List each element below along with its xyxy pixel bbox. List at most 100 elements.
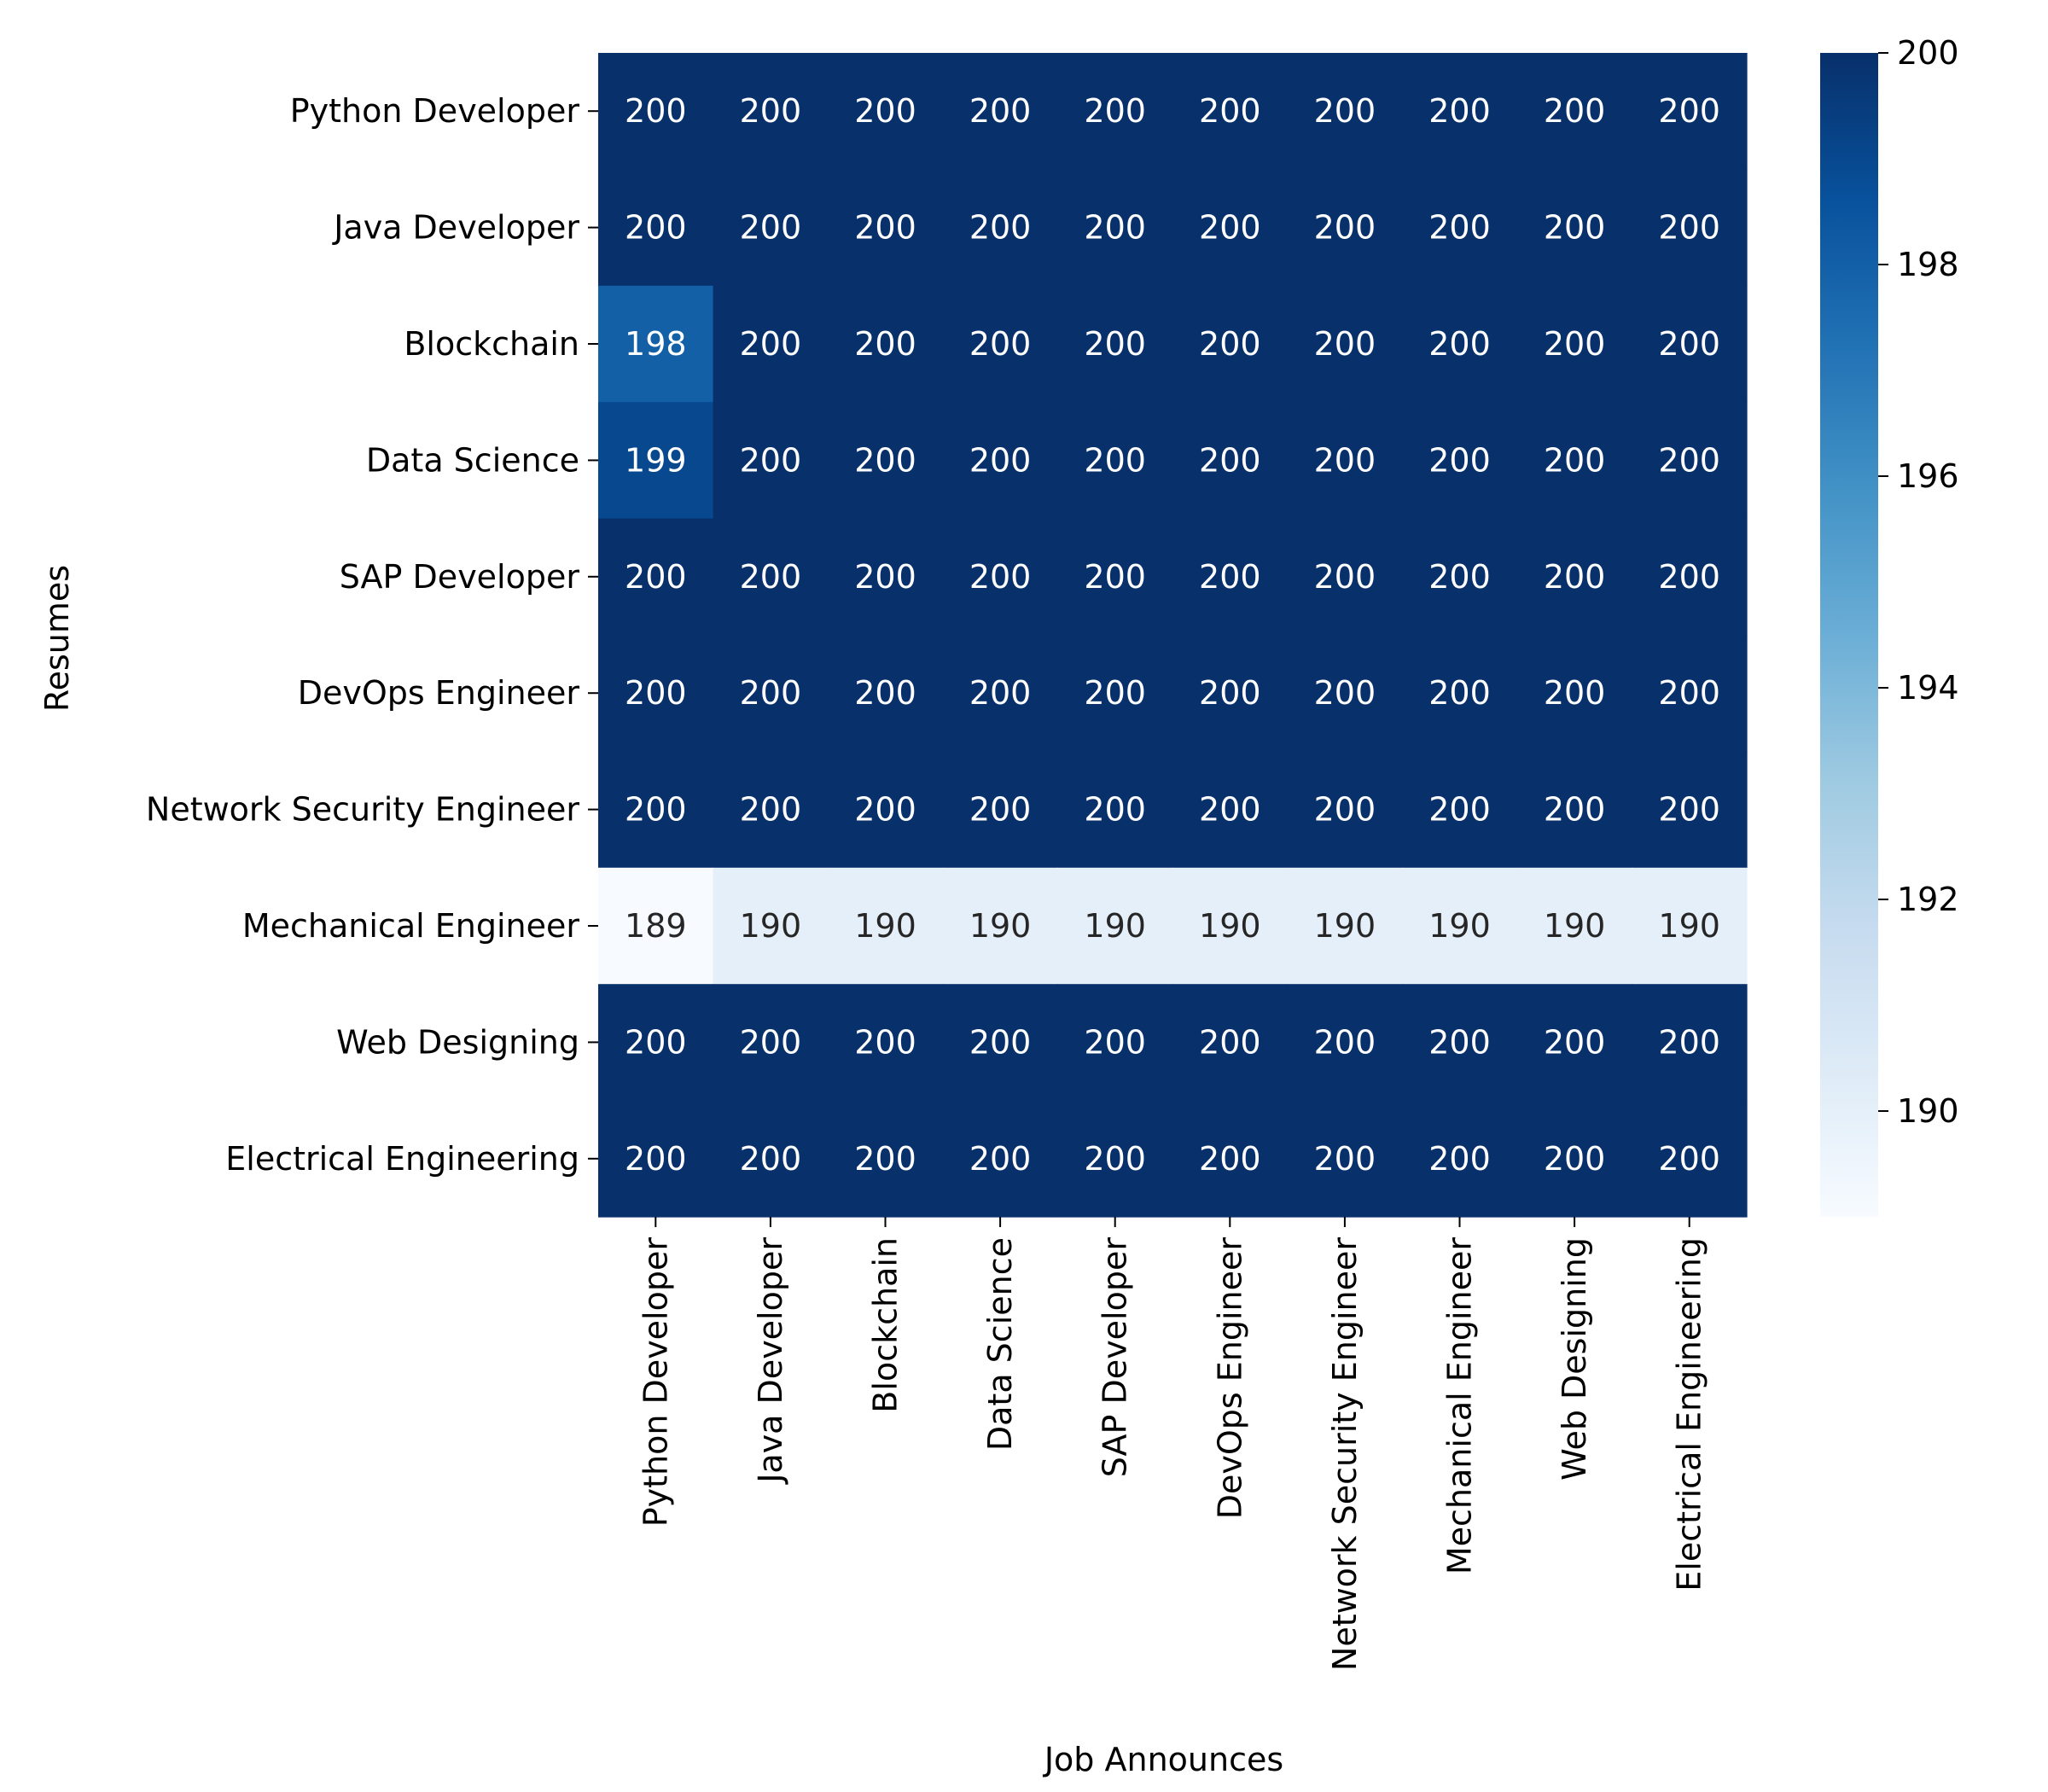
- cell-value-label: 200: [625, 1140, 687, 1178]
- heatmap-cell: [713, 518, 829, 636]
- cell-value-label: 200: [740, 325, 802, 363]
- heatmap-cell: [1402, 867, 1518, 985]
- cell-value-label: 200: [1084, 558, 1146, 596]
- cell-value-label: 200: [1544, 1140, 1606, 1178]
- cell-value-label: 200: [740, 441, 802, 479]
- x-tick-label: Java Developer: [752, 1237, 789, 1485]
- cell-value-label: 200: [740, 1023, 802, 1061]
- cell-value-label: 200: [1084, 209, 1146, 247]
- cell-value-label: 200: [1084, 1023, 1146, 1061]
- cell-value-label: 200: [1199, 325, 1261, 363]
- heatmap-cell: [1402, 751, 1518, 869]
- heatmap-cell: [1057, 402, 1173, 520]
- cell-value-label: 200: [1314, 558, 1376, 596]
- heatmap-cell: [828, 867, 944, 985]
- cell-value-label: 200: [625, 1023, 687, 1061]
- cell-value-label: 200: [1084, 441, 1146, 479]
- cell-value-label: 200: [1658, 209, 1720, 247]
- cell-value-label: 200: [740, 209, 802, 247]
- heatmap-cell: [942, 751, 1058, 869]
- cell-value-label: 200: [854, 558, 916, 596]
- y-tick-label: Data Science: [366, 441, 579, 479]
- heatmap-cell: [1402, 53, 1518, 170]
- heatmap-cell: [713, 53, 829, 170]
- heatmap-cell: [1287, 751, 1403, 869]
- heatmap-cell: [942, 285, 1058, 403]
- cell-value-label: 200: [969, 325, 1032, 363]
- cell-value-label: 200: [740, 558, 802, 596]
- cell-value-label: 190: [1658, 907, 1720, 945]
- heatmap-cell: [1057, 984, 1173, 1102]
- y-tick-label: Electrical Engineering: [225, 1140, 579, 1178]
- heatmap-cell: [1287, 867, 1403, 985]
- heatmap-cell: [1287, 402, 1403, 520]
- heatmap-cell: [942, 867, 1058, 985]
- heatmap-cell: [1516, 285, 1632, 403]
- heatmap-cell: [1516, 518, 1632, 636]
- heatmap-cell: [713, 169, 829, 287]
- cell-value-label: 200: [1428, 558, 1491, 596]
- heatmap-cell: [1516, 1100, 1632, 1218]
- heatmap-cell: [713, 635, 829, 752]
- heatmap-cell: [1632, 402, 1748, 520]
- cell-value-label: 200: [1199, 1140, 1261, 1178]
- heatmap-cell: [598, 518, 714, 636]
- heatmap-cell: [1632, 53, 1748, 170]
- x-tick-label: Blockchain: [867, 1237, 905, 1413]
- heatmap-cell: [1402, 169, 1518, 287]
- x-tick-label: Network Security Engineer: [1326, 1237, 1364, 1671]
- cell-value-label: 190: [1544, 907, 1606, 945]
- colorbar-tick-label: 196: [1897, 457, 1959, 495]
- heatmap-cell: [1172, 635, 1289, 752]
- heatmap-cell: [1287, 518, 1403, 636]
- heatmap-cell: [1057, 751, 1173, 869]
- cell-value-label: 200: [1658, 674, 1720, 712]
- heatmap-cell: [942, 402, 1058, 520]
- cell-value-label: 200: [1314, 209, 1376, 247]
- cell-value-label: 200: [854, 791, 916, 829]
- cell-value-label: 200: [1084, 791, 1146, 829]
- cell-value-label: 190: [1199, 907, 1261, 945]
- cell-value-label: 200: [740, 92, 802, 130]
- heatmap-cell: [1402, 285, 1518, 403]
- cell-value-label: 200: [1428, 92, 1491, 130]
- heatmap-cell: [942, 53, 1058, 170]
- cell-value-label: 200: [1199, 92, 1261, 130]
- x-axis-label: Job Announces: [1043, 1741, 1283, 1778]
- heatmap-cell: [1057, 635, 1173, 752]
- cell-value-label: 200: [1544, 92, 1606, 130]
- heatmap-cell: [828, 402, 944, 520]
- heatmap-cell: [1632, 169, 1748, 287]
- cell-value-label: 200: [1314, 1023, 1376, 1061]
- heatmap-cell: [713, 402, 829, 520]
- heatmap-cell: [1632, 984, 1748, 1102]
- heatmap-cell: [828, 1100, 944, 1218]
- cell-value-label: 200: [1544, 674, 1606, 712]
- cell-value-label: 200: [969, 674, 1032, 712]
- cell-value-label: 200: [1658, 1023, 1720, 1061]
- heatmap-cell: [1287, 285, 1403, 403]
- cell-value-label: 190: [1428, 907, 1491, 945]
- cell-value-label: 200: [625, 209, 687, 247]
- heatmap-cells: [598, 53, 1748, 1218]
- cell-value-label: 200: [1428, 209, 1491, 247]
- cell-value-label: 190: [1084, 907, 1146, 945]
- cell-annotations: 200 200 200 200 200 200 200 200 200 200 200 200 200 2…: [625, 92, 1720, 1178]
- heatmap-cell: [1057, 1100, 1173, 1218]
- cell-value-label: 200: [740, 1140, 802, 1178]
- cell-value-label: 200: [1658, 1140, 1720, 1178]
- cell-value-label: 200: [1544, 558, 1606, 596]
- cell-value-label: 200: [969, 1140, 1032, 1178]
- heatmap-cell: [598, 984, 714, 1102]
- cell-value-label: 200: [625, 791, 687, 829]
- cell-value-label: 200: [969, 791, 1032, 829]
- heatmap-cell: [942, 635, 1058, 752]
- heatmap-cell: [1402, 518, 1518, 636]
- heatmap-cell: [1172, 518, 1289, 636]
- cell-value-label: 190: [854, 907, 916, 945]
- cell-value-label: 200: [1314, 92, 1376, 130]
- cell-value-label: 198: [625, 325, 687, 363]
- cell-value-label: 200: [1084, 674, 1146, 712]
- heatmap-cell: [1172, 751, 1289, 869]
